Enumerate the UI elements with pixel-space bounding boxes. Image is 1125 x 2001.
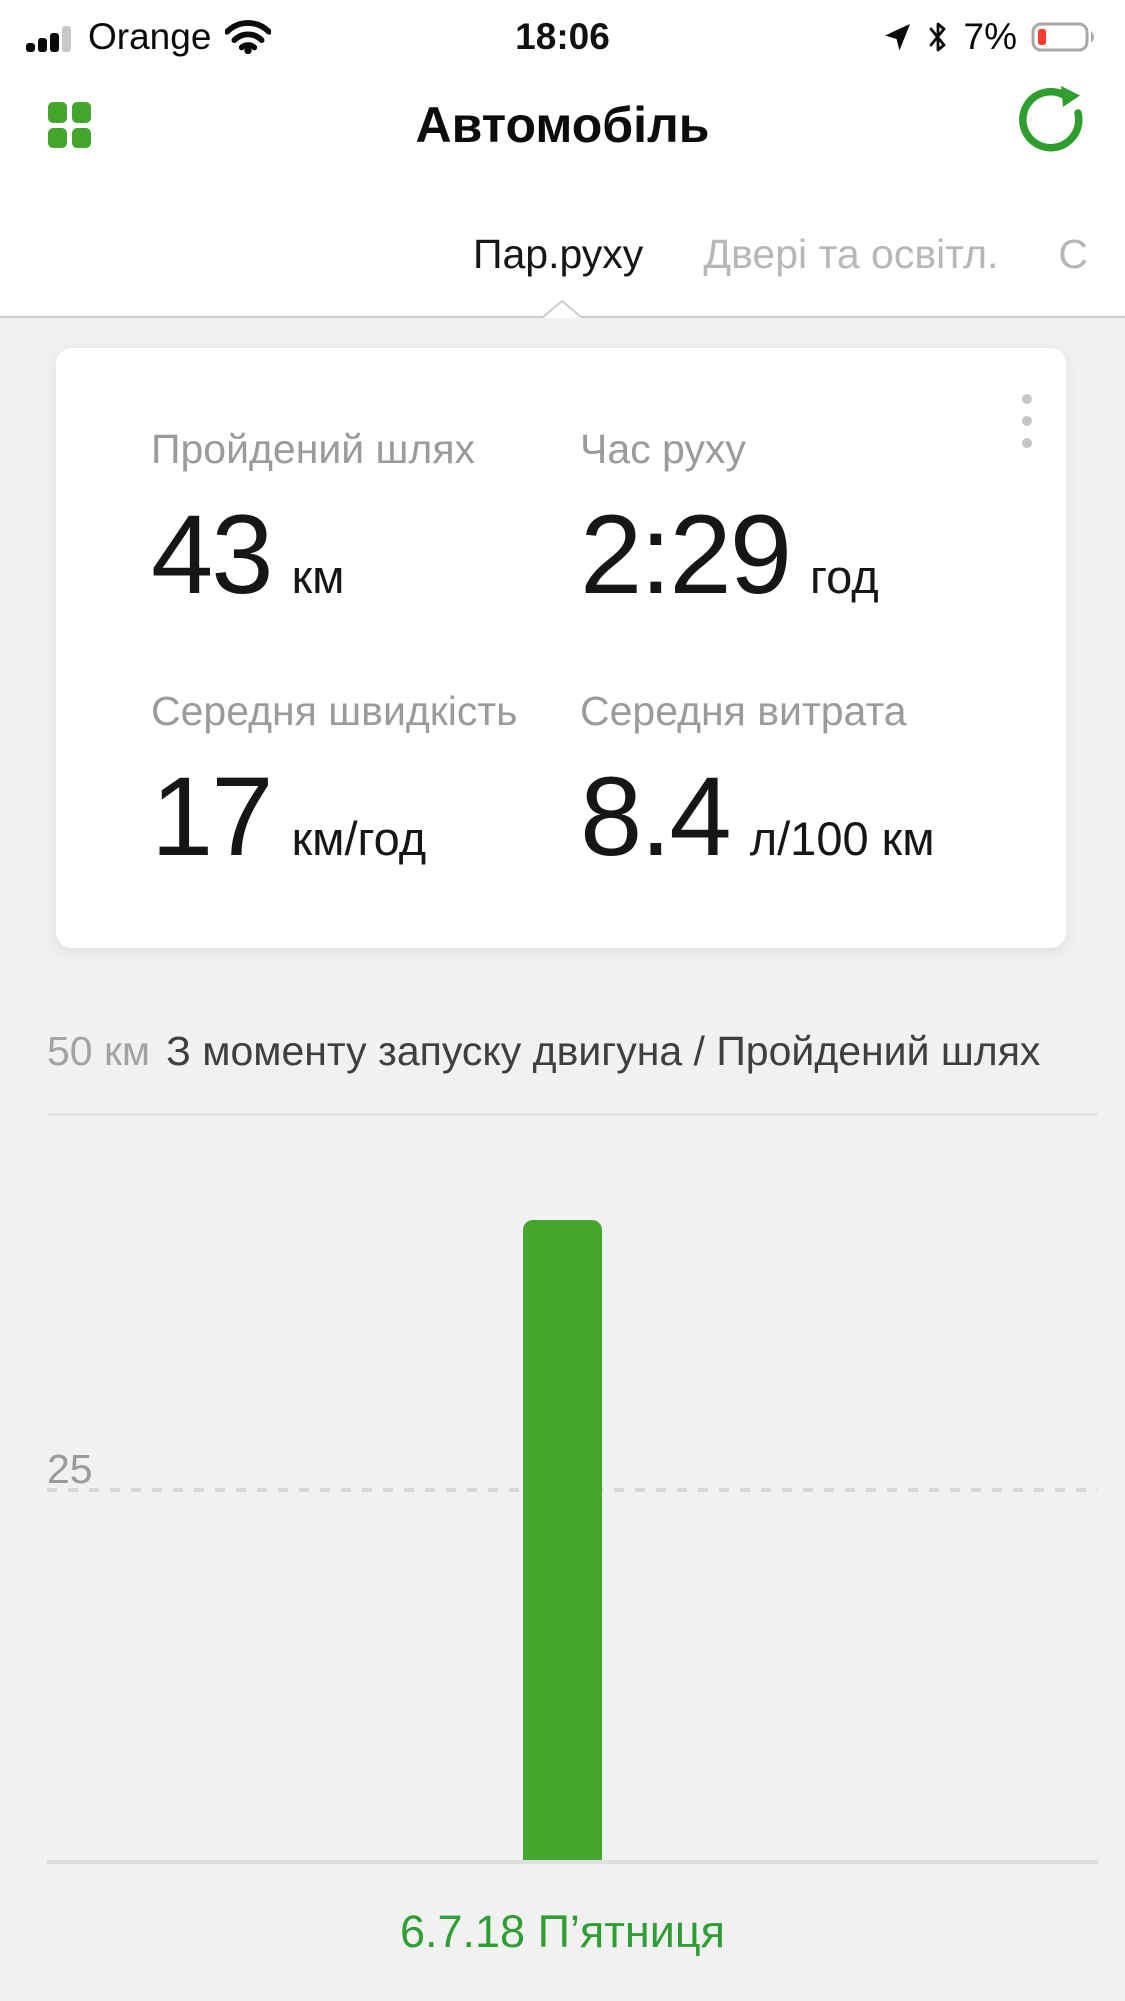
stat-value: 17: [151, 754, 274, 879]
stat-value: 8.4: [580, 754, 732, 879]
chart-title: З моменту запуску двигуна / Пройдений шл…: [166, 1028, 1041, 1074]
page-title: Автомобіль: [415, 97, 710, 153]
stat-label: Час руху: [580, 426, 746, 472]
battery-icon: [1031, 22, 1094, 52]
trip-stats-card: Пройдений шлях 43 км Час руху 2:29 год С…: [56, 348, 1066, 948]
y-axis-mid-label: 25: [47, 1446, 93, 1492]
stat-unit: км/год: [291, 812, 427, 865]
tab-driving-params[interactable]: Пар.руху: [473, 231, 644, 277]
status-bar: Orange 18:06 7%: [0, 0, 1125, 64]
tab-caret: [0, 299, 1125, 318]
chart-header: 50 км З моменту запуску двигуна / Пройде…: [47, 1028, 1107, 1075]
stat-drive-time: Час руху 2:29 год: [580, 426, 879, 611]
chart-bar[interactable]: [523, 1220, 602, 1860]
kebab-menu-icon: [1022, 394, 1032, 404]
carrier-label: Orange: [88, 16, 212, 57]
card-menu-button[interactable]: [1008, 390, 1046, 452]
stat-value: 2:29: [580, 492, 792, 617]
grid-menu-button[interactable]: [48, 102, 91, 148]
y-axis-max-label: 50 км: [47, 1028, 151, 1074]
tab-next-partial[interactable]: С: [1058, 231, 1089, 277]
chart-x-axis-date-label: 6.7.18 П’ятниця: [399, 1906, 726, 1957]
stat-unit: л/100 км: [749, 812, 935, 865]
stat-label: Пройдений шлях: [151, 426, 476, 472]
battery-percent-label: 7%: [963, 16, 1017, 57]
stat-label: Середня витрата: [580, 688, 907, 734]
stat-avg-consumption: Середня витрата 8.4 л/100 км: [580, 688, 935, 873]
signal-strength-icon: [26, 26, 71, 52]
stat-unit: км: [291, 550, 345, 603]
stat-unit: год: [809, 550, 879, 603]
location-arrow-icon: [884, 24, 910, 51]
stat-label: Середня швидкість: [151, 688, 518, 734]
bar-chart-plot: 25: [47, 1113, 1098, 1864]
refresh-icon: [1019, 86, 1083, 152]
stat-avg-speed: Середня швидкість 17 км/год: [151, 688, 517, 873]
refresh-button[interactable]: [1018, 86, 1090, 160]
status-time: 18:06: [515, 16, 610, 57]
grid-menu-icon: [48, 102, 67, 123]
tab-doors-lighting[interactable]: Двері та освітл.: [703, 231, 999, 277]
wifi-icon: [225, 20, 272, 54]
bluetooth-icon: [929, 22, 945, 52]
stat-value: 43: [151, 492, 274, 617]
tab-bar: Пар.руху Двері та освітл. С: [473, 231, 1088, 278]
stat-distance: Пройдений шлях 43 км: [151, 426, 475, 611]
